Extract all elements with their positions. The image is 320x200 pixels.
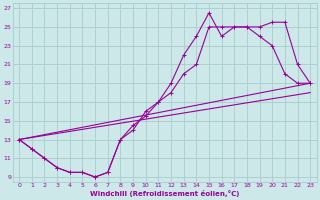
X-axis label: Windchill (Refroidissement éolien,°C): Windchill (Refroidissement éolien,°C) — [90, 190, 239, 197]
